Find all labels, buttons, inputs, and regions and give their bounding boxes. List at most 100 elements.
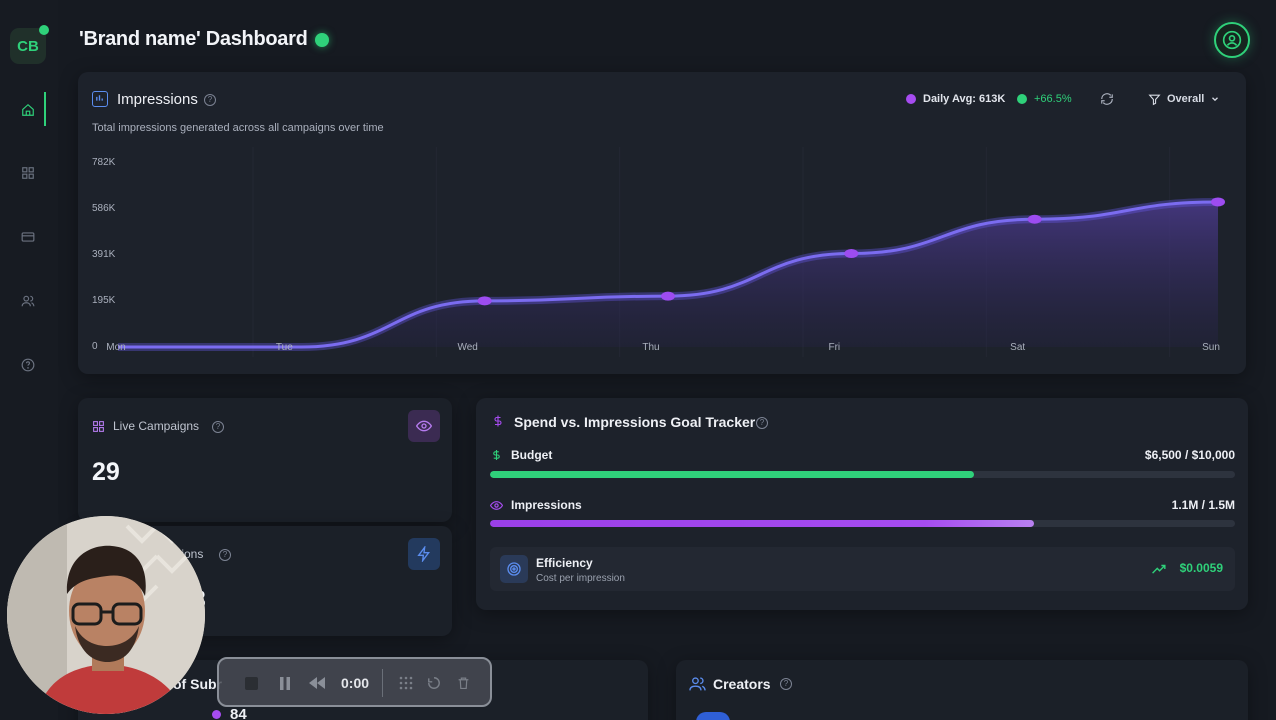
- chart-point[interactable]: [844, 249, 859, 259]
- filter-dropdown[interactable]: Overall: [1148, 88, 1230, 110]
- grid-button[interactable]: [396, 673, 416, 693]
- live-campaigns-help-icon[interactable]: ?: [212, 421, 224, 433]
- efficiency-box: Efficiency Cost per impression $0.0059: [490, 547, 1235, 591]
- grid-icon: [93, 421, 104, 432]
- lightning-button[interactable]: [408, 538, 440, 570]
- pause-icon: [280, 676, 290, 690]
- goal-tracker-title: Spend vs. Impressions Goal Tracker: [514, 414, 756, 430]
- stop-icon: [244, 676, 258, 690]
- live-status-dot: [315, 33, 329, 47]
- refresh-icon: [1101, 93, 1113, 105]
- y-tick-label: 195K: [92, 295, 116, 306]
- profile-button[interactable]: [1214, 22, 1250, 58]
- trash-icon: [458, 677, 468, 690]
- dollar-icon: [494, 415, 502, 427]
- creators-title: Creators: [713, 676, 771, 692]
- rewind-button[interactable]: [307, 673, 327, 693]
- creators-icon: [689, 677, 706, 691]
- nav-active-indicator: [44, 92, 46, 126]
- x-tick-label: Tue: [275, 342, 293, 353]
- webcam-overlay[interactable]: [7, 516, 205, 714]
- impressions-eye-icon: [490, 501, 503, 510]
- impressions-card: Impressions ? Total impressions generate…: [78, 72, 1246, 374]
- efficiency-sub: Cost per impression: [536, 573, 625, 584]
- second-metric-help-icon[interactable]: ?: [219, 549, 231, 561]
- submissions-dot: [212, 710, 221, 719]
- x-tick-label: Fri: [828, 342, 841, 353]
- dots-grid-icon: [399, 676, 413, 690]
- restart-icon: [428, 677, 440, 689]
- y-tick-label: 586K: [92, 203, 116, 214]
- impressions-chart: [117, 147, 1225, 357]
- nav-grid-icon[interactable]: [18, 163, 38, 183]
- restart-button[interactable]: [424, 673, 444, 693]
- efficiency-value: $0.0059: [1179, 561, 1223, 575]
- x-tick-label: Thu: [642, 342, 660, 353]
- x-tick-label: Wed: [457, 342, 478, 353]
- lightning-icon: [417, 546, 430, 562]
- chart-icon: [92, 91, 108, 107]
- stop-button[interactable]: [241, 673, 261, 693]
- creators-toggle[interactable]: [696, 712, 730, 720]
- live-campaigns-title: Live Campaigns: [113, 419, 200, 433]
- x-tick-label: Sat: [1010, 342, 1026, 353]
- y-tick-label: 391K: [92, 249, 116, 260]
- page-title: 'Brand name' Dashboard: [79, 28, 308, 50]
- y-tick-label: 0: [92, 341, 98, 352]
- change-dot: [1017, 94, 1027, 104]
- filter-icon: [1148, 94, 1161, 105]
- creators-help-icon[interactable]: ?: [780, 678, 792, 690]
- budget-label: Budget: [511, 448, 553, 462]
- eye-icon: [416, 420, 432, 432]
- chart-point[interactable]: [661, 291, 675, 301]
- nav-home-icon[interactable]: [18, 100, 38, 120]
- impressions-progress-track: [490, 520, 1235, 527]
- trend-up-icon: [1152, 564, 1166, 574]
- x-tick-label: Mon: [106, 342, 126, 353]
- target-icon: [500, 555, 528, 583]
- budget-progress-track: [490, 471, 1235, 478]
- budget-dollar-icon: [493, 449, 500, 461]
- budget-value: $6,500 / $10,000: [1144, 448, 1235, 462]
- rewind-icon: [309, 677, 325, 689]
- recording-time: 0:00: [341, 675, 370, 691]
- view-campaigns-button[interactable]: [408, 410, 440, 442]
- pause-button[interactable]: [275, 673, 295, 693]
- filter-label: Overall: [1167, 93, 1205, 105]
- chart-point[interactable]: [1211, 197, 1225, 207]
- impressions-goal-value: 1.1M / 1.5M: [1171, 498, 1235, 512]
- goal-tracker-card: Spend vs. Impressions Goal Tracker ? Bud…: [476, 398, 1248, 610]
- daily-avg-label: Daily Avg: 613K: [923, 93, 1006, 105]
- impressions-progress-fill: [490, 520, 1034, 527]
- refresh-button[interactable]: [1095, 87, 1119, 111]
- nav-card-icon[interactable]: [18, 227, 38, 247]
- impressions-subtitle: Total impressions generated across all c…: [92, 122, 384, 134]
- goal-tracker-help-icon[interactable]: ?: [756, 417, 768, 429]
- screen-recorder-bar: 0:00: [217, 657, 492, 707]
- live-campaigns-card: Live Campaigns ? 29: [78, 398, 452, 522]
- online-indicator: [39, 25, 49, 35]
- user-icon: [1222, 30, 1242, 50]
- change-label: +66.5%: [1034, 93, 1072, 105]
- daily-avg-dot: [906, 94, 916, 104]
- efficiency-label: Efficiency: [536, 556, 593, 570]
- chart-area: [118, 201, 1218, 347]
- creators-card: Creators ?: [676, 660, 1248, 720]
- impressions-goal-label: Impressions: [511, 498, 582, 512]
- nav-help-icon[interactable]: [18, 355, 38, 375]
- impressions-help-icon[interactable]: ?: [204, 94, 216, 106]
- x-tick-label: Sun: [1202, 342, 1220, 353]
- presenter-video: [7, 516, 205, 714]
- live-campaigns-value: 29: [92, 458, 120, 486]
- submissions-title: of Subr: [173, 676, 222, 692]
- impressions-title: Impressions: [117, 91, 198, 108]
- chart-point[interactable]: [1027, 214, 1042, 224]
- delete-button[interactable]: [453, 673, 473, 693]
- chart-point[interactable]: [477, 296, 492, 306]
- budget-progress-fill: [490, 471, 975, 478]
- y-tick-label: 782K: [92, 157, 116, 168]
- chevron-down-icon: [1212, 97, 1219, 102]
- recorder-divider: [382, 669, 383, 697]
- nav-users-icon[interactable]: [18, 291, 38, 311]
- submissions-value: 84: [230, 706, 247, 720]
